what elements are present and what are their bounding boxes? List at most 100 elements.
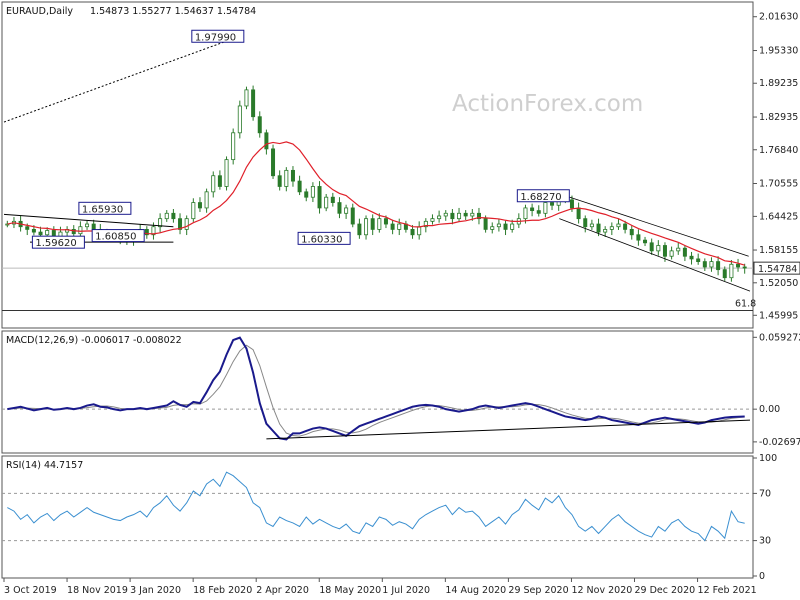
candle-body [350,207,355,225]
rsi-ytick-label: 70 [759,488,771,499]
candle-body [716,261,721,271]
candle-body [178,218,183,230]
candle-body [271,148,276,177]
candle-body [25,226,30,230]
candle-body [476,212,481,220]
price-annotation-text: 1.59620 [35,238,76,249]
candle-body [423,220,428,228]
price-annotation: 1.60850 [91,229,145,243]
price-annotation-text: 1.60850 [95,232,136,243]
x-tick-label: 14 Aug 2020 [445,585,506,596]
price-annotation-text: 1.68270 [520,192,561,203]
candle-body [344,207,349,214]
macd-title: MACD(12,26,9) -0.006017 -0.008022 [6,335,182,346]
x-tick-label: 18 Nov 2019 [67,585,128,596]
current-price-box [753,261,800,275]
candle-body [463,212,468,217]
main-ohlc: 1.54873 1.55277 1.54637 1.54784 [90,6,256,17]
candle-body [576,207,581,220]
current-price-tag: 1.54784 [753,261,800,275]
candle-body [417,226,422,236]
main-ytick-label: 1.89235 [759,78,798,89]
candle-body [649,242,654,252]
candle-body [231,132,236,161]
candle-body [523,207,528,220]
price-annotation-box [516,189,570,203]
candle-body [364,218,369,236]
candle-body [536,210,541,214]
candle-body [569,199,574,209]
candle-body [662,245,667,257]
fib-618-label: 61.8 [735,299,756,310]
price-annotation-box [31,235,85,249]
candle-body [457,212,462,220]
candle-body [629,228,634,236]
candle-body [656,245,661,252]
candle-body [483,218,488,230]
candle-body [490,226,495,230]
rsi-pane-frame [1,455,754,579]
candle-body [530,207,535,212]
macd-pane-frame [1,330,754,454]
candle-body [696,258,701,262]
candle-body [669,250,674,257]
candle-body [689,255,694,260]
main-ytick-label: 1.58155 [759,245,798,256]
candle-body [38,231,43,236]
candle-body [377,218,382,230]
candle-body [324,196,329,209]
candle-body [370,218,375,230]
candle-body [171,212,176,220]
main-ytick-label: 1.52050 [759,278,798,289]
candle-body [722,269,727,279]
candle-body [643,239,648,244]
candle-body [31,228,36,233]
x-tick-label: 3 Oct 2019 [4,585,57,596]
macd-ytick-label: 0.00 [759,404,780,415]
candle-body [437,215,442,220]
candle-body [237,105,242,134]
candle-body [709,261,714,268]
price-annotation-box [91,229,145,243]
x-tick-label: 18 Feb 2020 [193,585,252,596]
price-annotation-text: 1.65930 [82,204,123,215]
macd-line [7,336,745,441]
candle-body [78,226,83,235]
candle-body [317,186,322,209]
candle-body [284,169,289,187]
candle-body [390,223,395,230]
candle-body [736,263,741,268]
candle-body [583,218,588,228]
main-layer: 61.8 1.97990 1.65930 1.59620 1.60850 1.60330 1… [2,29,800,312]
price-annotation-box [191,29,245,43]
candle-body [290,169,295,182]
candle-body [603,228,608,233]
candle-body [330,196,335,203]
rsi-layer [2,471,753,542]
x-tick-label: 2 Apr 2020 [256,585,309,596]
candle-body [616,223,621,228]
price-annotation-box [78,201,132,215]
candle-body [45,230,50,236]
main-pane-frame [1,1,754,329]
candle-body [204,191,209,209]
price-annotation: 1.65930 [78,201,132,215]
price-annotation: 1.97990 [191,29,245,43]
main-title: EURAUD,Daily [6,6,73,17]
main-ytick-label: 1.76840 [759,145,798,156]
x-tick-label: 29 Sep 2020 [508,585,568,596]
rsi-ytick-label: 0 [759,571,765,582]
candle-body [496,223,501,228]
rsi-ytick-label: 30 [759,536,771,547]
price-annotation: 1.60330 [297,231,351,245]
macd-trendline [266,419,751,440]
candle-body [410,228,415,236]
main-ytick-label: 1.95330 [759,46,798,57]
rsi-line [7,471,745,542]
candle-body [224,159,229,187]
x-tick-label: 29 Dec 2020 [635,585,696,596]
candle-body [244,89,249,107]
candle-body [550,202,555,206]
